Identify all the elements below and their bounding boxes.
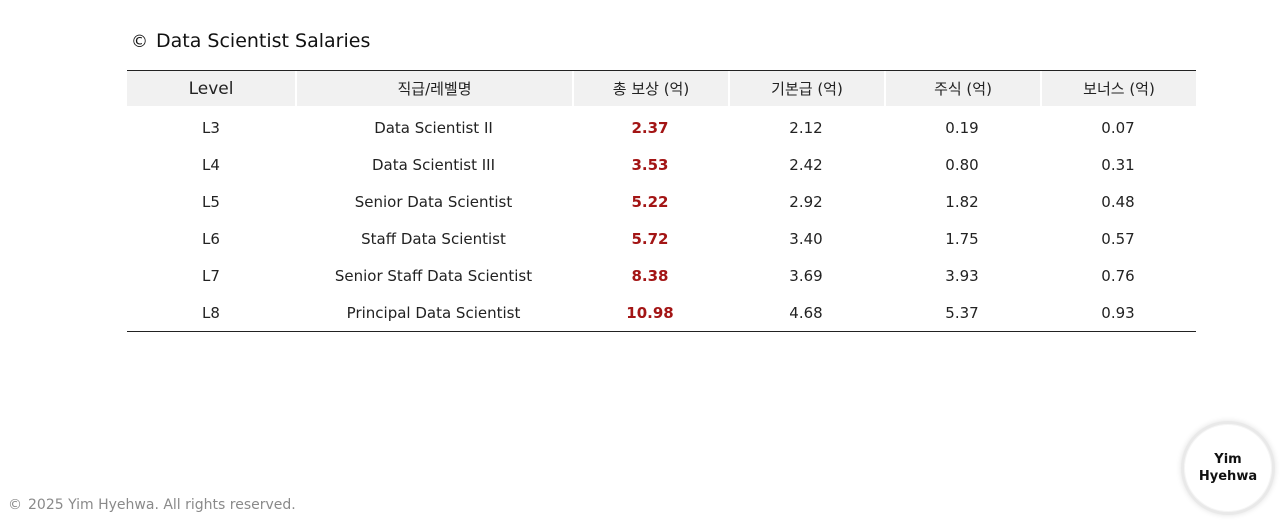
cell-level: L5	[202, 192, 220, 211]
cell-bonus: 0.48	[1101, 192, 1135, 211]
table-row: L7 Senior Staff Data Scientist 8.38 3.69…	[127, 257, 1196, 294]
cell-base: 3.69	[789, 266, 823, 285]
header-stock: 주식 (억)	[884, 71, 1040, 106]
copyright-icon: ©	[131, 32, 148, 52]
cell-base: 4.68	[789, 303, 823, 322]
cell-base: 3.40	[789, 229, 823, 248]
cell-title: Senior Staff Data Scientist	[334, 266, 533, 285]
cell-total: 3.53	[631, 155, 669, 174]
table-row: L4 Data Scientist III 3.53 2.42 0.80 0.3…	[127, 146, 1196, 183]
cell-stock: 1.82	[945, 192, 979, 211]
header-total: 총 보상 (억)	[572, 71, 728, 106]
salary-table: Level 직급/레벨명 총 보상 (억) 기본급 (억) 주식 (억) 보너스…	[127, 70, 1196, 332]
cell-total: 10.98	[626, 303, 674, 322]
header-level: Level	[127, 71, 295, 106]
table-row: L3 Data Scientist II 2.37 2.12 0.19 0.07	[127, 106, 1196, 146]
table-header-row: Level 직급/레벨명 총 보상 (억) 기본급 (억) 주식 (억) 보너스…	[127, 71, 1196, 106]
cell-level: L7	[202, 266, 220, 285]
cell-stock: 1.75	[945, 229, 979, 248]
cell-base: 2.42	[789, 155, 823, 174]
badge-line-2: Hyehwa	[1198, 469, 1258, 484]
table-row: L6 Staff Data Scientist 5.72 3.40 1.75 0…	[127, 220, 1196, 257]
cell-title: Principal Data Scientist	[346, 303, 521, 322]
cell-title: Senior Data Scientist	[354, 192, 513, 211]
cell-title: Data Scientist II	[374, 118, 493, 137]
footer-copyright: © 2025 Yim Hyehwa. All rights reserved.	[8, 497, 296, 513]
cell-stock: 3.93	[945, 266, 979, 285]
cell-base: 2.12	[789, 118, 823, 137]
cell-total: 8.38	[631, 266, 669, 285]
page-title: © Data Scientist Salaries	[131, 30, 370, 52]
cell-bonus: 0.31	[1101, 155, 1135, 174]
cell-level: L4	[202, 155, 220, 174]
cell-stock: 5.37	[945, 303, 979, 322]
header-title: 직급/레벨명	[295, 71, 572, 106]
cell-title: Data Scientist III	[371, 155, 496, 174]
header-bonus: 보너스 (억)	[1040, 71, 1196, 106]
table-row: L8 Principal Data Scientist 10.98 4.68 5…	[127, 294, 1196, 331]
cell-total: 2.37	[631, 118, 669, 137]
table-row: L5 Senior Data Scientist 5.22 2.92 1.82 …	[127, 183, 1196, 220]
author-badge: Yim Hyehwa	[1181, 421, 1275, 515]
page-title-text: Data Scientist Salaries	[156, 30, 371, 52]
cell-total: 5.22	[631, 192, 669, 211]
cell-base: 2.92	[789, 192, 823, 211]
cell-bonus: 0.57	[1101, 229, 1135, 248]
cell-level: L8	[202, 303, 220, 322]
cell-level: L3	[202, 118, 220, 137]
copyright-icon: ©	[8, 497, 22, 513]
header-base: 기본급 (억)	[728, 71, 884, 106]
cell-bonus: 0.93	[1101, 303, 1135, 322]
cell-stock: 0.80	[945, 155, 979, 174]
cell-bonus: 0.76	[1101, 266, 1135, 285]
cell-title: Staff Data Scientist	[361, 229, 506, 248]
cell-stock: 0.19	[945, 118, 979, 137]
cell-bonus: 0.07	[1101, 118, 1135, 137]
footer-text: 2025 Yim Hyehwa. All rights reserved.	[28, 497, 296, 513]
cell-total: 5.72	[631, 229, 669, 248]
badge-line-1: Yim	[1214, 452, 1242, 467]
cell-level: L6	[202, 229, 220, 248]
